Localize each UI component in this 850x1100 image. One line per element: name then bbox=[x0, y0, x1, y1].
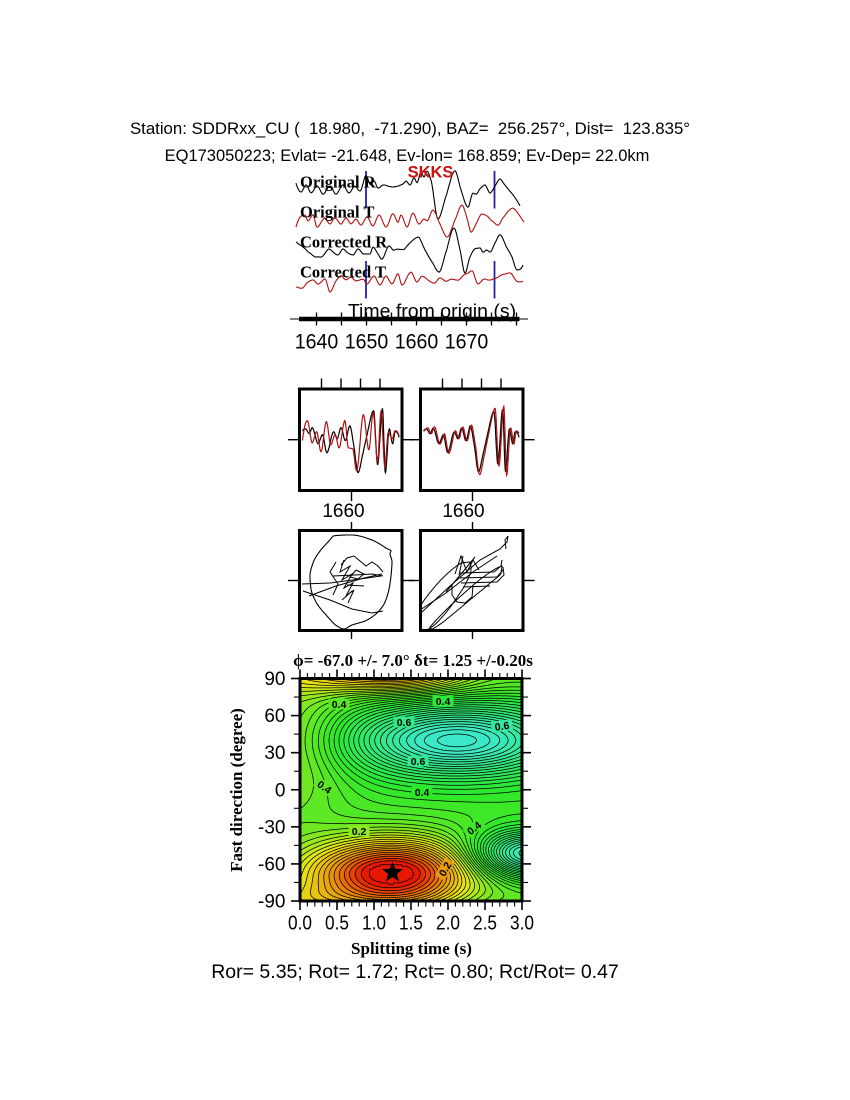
svg-text:1.5: 1.5 bbox=[399, 913, 423, 935]
svg-text:0.4: 0.4 bbox=[415, 787, 430, 799]
svg-text:0.6: 0.6 bbox=[411, 756, 426, 768]
svg-text:Fast direction (degree): Fast direction (degree) bbox=[227, 708, 246, 872]
svg-text:EQ173050223; Evlat= -21.648, E: EQ173050223; Evlat= -21.648, Ev-lon= 168… bbox=[165, 147, 650, 165]
svg-text:Station: SDDRxx_CU ( 18.980,: Station: SDDRxx_CU ( 18.980, -71.290), B… bbox=[130, 119, 690, 138]
svg-text:0.6: 0.6 bbox=[494, 720, 510, 734]
svg-text:-60: -60 bbox=[258, 854, 285, 875]
svg-text:30: 30 bbox=[264, 743, 285, 764]
svg-text:0.6: 0.6 bbox=[397, 717, 412, 729]
svg-text:3.0: 3.0 bbox=[510, 913, 534, 935]
svg-text:0.4: 0.4 bbox=[332, 699, 347, 711]
svg-text:SKKS: SKKS bbox=[408, 164, 454, 182]
svg-text:Ror= 5.35; Rot= 1.72; Rct= 0.8: Ror= 5.35; Rot= 1.72; Rct= 0.80; Rct/Rot… bbox=[211, 961, 619, 983]
svg-text:0.5: 0.5 bbox=[325, 913, 349, 935]
svg-text:1660: 1660 bbox=[442, 501, 484, 522]
svg-text:Splitting time (s): Splitting time (s) bbox=[351, 939, 472, 958]
svg-text:0.0: 0.0 bbox=[288, 913, 312, 935]
svg-text:1.0: 1.0 bbox=[362, 913, 386, 935]
svg-text:Corrected T: Corrected T bbox=[300, 263, 386, 282]
svg-text:0: 0 bbox=[275, 780, 286, 801]
svg-text:1670: 1670 bbox=[445, 331, 489, 354]
svg-text:Original T: Original T bbox=[300, 203, 374, 222]
svg-text:Corrected R: Corrected R bbox=[300, 233, 388, 252]
svg-text:-30: -30 bbox=[258, 817, 285, 838]
svg-text:1660: 1660 bbox=[322, 501, 364, 522]
svg-text:2.0: 2.0 bbox=[436, 913, 460, 935]
svg-text:0.4: 0.4 bbox=[436, 696, 451, 708]
svg-text:0.2: 0.2 bbox=[352, 826, 367, 838]
svg-text:1650: 1650 bbox=[345, 331, 389, 354]
svg-text:1660: 1660 bbox=[395, 331, 439, 354]
svg-text:2.5: 2.5 bbox=[473, 913, 497, 935]
svg-text:90: 90 bbox=[264, 669, 285, 690]
svg-text:Original R: Original R bbox=[300, 173, 377, 192]
svg-text:-90: -90 bbox=[258, 892, 285, 913]
svg-text:ϕ= -67.0 +/- 7.0° δt= 1.25 +/-: ϕ= -67.0 +/- 7.0° δt= 1.25 +/-0.20s bbox=[293, 651, 533, 670]
svg-text:1640: 1640 bbox=[295, 331, 339, 354]
svg-text:60: 60 bbox=[264, 706, 285, 727]
